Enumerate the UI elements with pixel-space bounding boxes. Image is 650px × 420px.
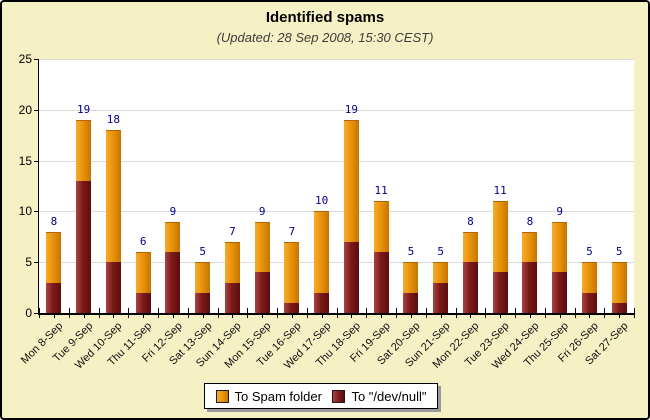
- bar-segment-spam-folder: [165, 221, 181, 253]
- bar-value-label: 11: [374, 184, 388, 198]
- bar-segment-spam-folder: [433, 262, 449, 283]
- y-tick: [34, 59, 38, 60]
- y-tick: [34, 109, 38, 111]
- bar-segment-devnull: [284, 302, 300, 313]
- y-tick: [34, 313, 38, 314]
- bar-segment-spam-folder: [611, 262, 627, 303]
- bar-segment-spam-folder: [105, 130, 121, 263]
- bar-segment-devnull: [522, 262, 538, 313]
- bar-segment-spam-folder: [224, 241, 240, 283]
- legend-swatch-devnull-icon: [332, 389, 346, 403]
- y-axis-label: 10: [18, 204, 32, 219]
- y-tick: [34, 211, 38, 213]
- bar-segment-devnull: [76, 180, 92, 313]
- bar-segment-devnull: [254, 272, 270, 313]
- bar-segment-devnull: [165, 252, 181, 313]
- bar-segment-spam-folder: [373, 201, 389, 253]
- y-tick: [34, 262, 38, 264]
- bar-value-label: 5: [437, 245, 444, 259]
- gridline: [39, 109, 634, 111]
- bar-value-label: 18: [106, 113, 120, 127]
- legend: To Spam folder To "/dev/null": [204, 383, 438, 409]
- bar-segment-spam-folder: [135, 252, 151, 293]
- bar-value-label: 11: [493, 184, 507, 198]
- bar-segment-spam-folder: [195, 262, 211, 293]
- bar-value-label: 7: [229, 224, 236, 238]
- bar-segment-spam-folder: [46, 231, 62, 283]
- bar-segment-devnull: [552, 272, 568, 313]
- y-tick: [34, 160, 38, 162]
- gridline: [39, 211, 634, 213]
- bar-segment-spam-folder: [462, 231, 478, 263]
- bar-value-label: 8: [526, 214, 534, 228]
- bars-layer: 8 19 18 6 9 5 7 9 7 10 19 11 5 5 8 11 8 9 5 5: [39, 59, 634, 313]
- gridline: [39, 59, 634, 60]
- y-axis-line: [38, 59, 39, 315]
- bar-segment-devnull: [462, 262, 478, 313]
- y-axis-label: 5: [25, 255, 32, 270]
- y-axis-label: 25: [18, 52, 32, 66]
- gridline: [39, 160, 634, 162]
- bar-segment-spam-folder: [314, 211, 330, 293]
- bar-segment-spam-folder: [492, 201, 508, 273]
- bar-segment-devnull: [105, 262, 121, 313]
- legend-swatch-spam-folder-icon: [215, 389, 229, 403]
- gridline: [39, 262, 634, 264]
- bar-value-label: 10: [315, 194, 329, 208]
- legend-label-devnull: To "/dev/null": [351, 388, 427, 404]
- bar-segment-devnull: [224, 282, 240, 313]
- bar-value-label: 19: [77, 102, 91, 116]
- bar-segment-devnull: [343, 241, 359, 313]
- bar-value-label: 5: [407, 245, 415, 259]
- bar-segment-devnull: [195, 292, 211, 313]
- bar-segment-spam-folder: [552, 221, 568, 273]
- bar-segment-spam-folder: [76, 119, 92, 181]
- bar-segment-spam-folder: [581, 262, 597, 293]
- bar-segment-spam-folder: [403, 262, 419, 293]
- x-axis-line: [38, 313, 635, 315]
- bar-value-label: 5: [586, 245, 593, 259]
- legend-item-spam-folder: To Spam folder: [215, 388, 322, 404]
- bar-segment-devnull: [314, 292, 330, 313]
- chart-title: Identified spams: [265, 9, 385, 26]
- bar-value-label: 5: [615, 245, 623, 259]
- bar-value-label: 9: [556, 204, 563, 218]
- bar-segment-spam-folder: [284, 241, 300, 303]
- legend-item-devnull: To "/dev/null": [332, 389, 426, 404]
- bar-segment-devnull: [581, 292, 597, 313]
- bar-value-label: 9: [258, 204, 266, 218]
- bar-value-label: 8: [467, 214, 474, 228]
- bar-segment-spam-folder: [522, 231, 538, 263]
- bar-value-label: 7: [288, 224, 296, 238]
- bar-segment-devnull: [433, 282, 449, 313]
- bar-segment-spam-folder: [343, 119, 359, 242]
- bar-segment-devnull: [46, 282, 62, 313]
- legend-label-spam-folder: To Spam folder: [234, 388, 322, 404]
- bar-segment-devnull: [135, 292, 151, 313]
- y-axis-label: 0: [25, 306, 32, 320]
- bar-segment-devnull: [492, 272, 508, 313]
- chart-subtitle: (Updated: 28 Sep 2008, 15:30 CEST): [216, 30, 434, 45]
- y-axis-label: 15: [18, 153, 32, 168]
- bar-segment-devnull: [403, 292, 419, 313]
- y-axis-label: 20: [18, 102, 32, 117]
- bar-value-label: 5: [199, 245, 206, 259]
- bar-segment-devnull: [373, 252, 389, 313]
- bar-segment-devnull: [611, 302, 627, 313]
- bar-segment-spam-folder: [254, 221, 270, 273]
- bar-value-label: 19: [344, 102, 358, 116]
- bar-value-label: 6: [139, 235, 147, 249]
- bar-value-label: 8: [50, 214, 58, 228]
- bar-value-label: 9: [169, 204, 177, 218]
